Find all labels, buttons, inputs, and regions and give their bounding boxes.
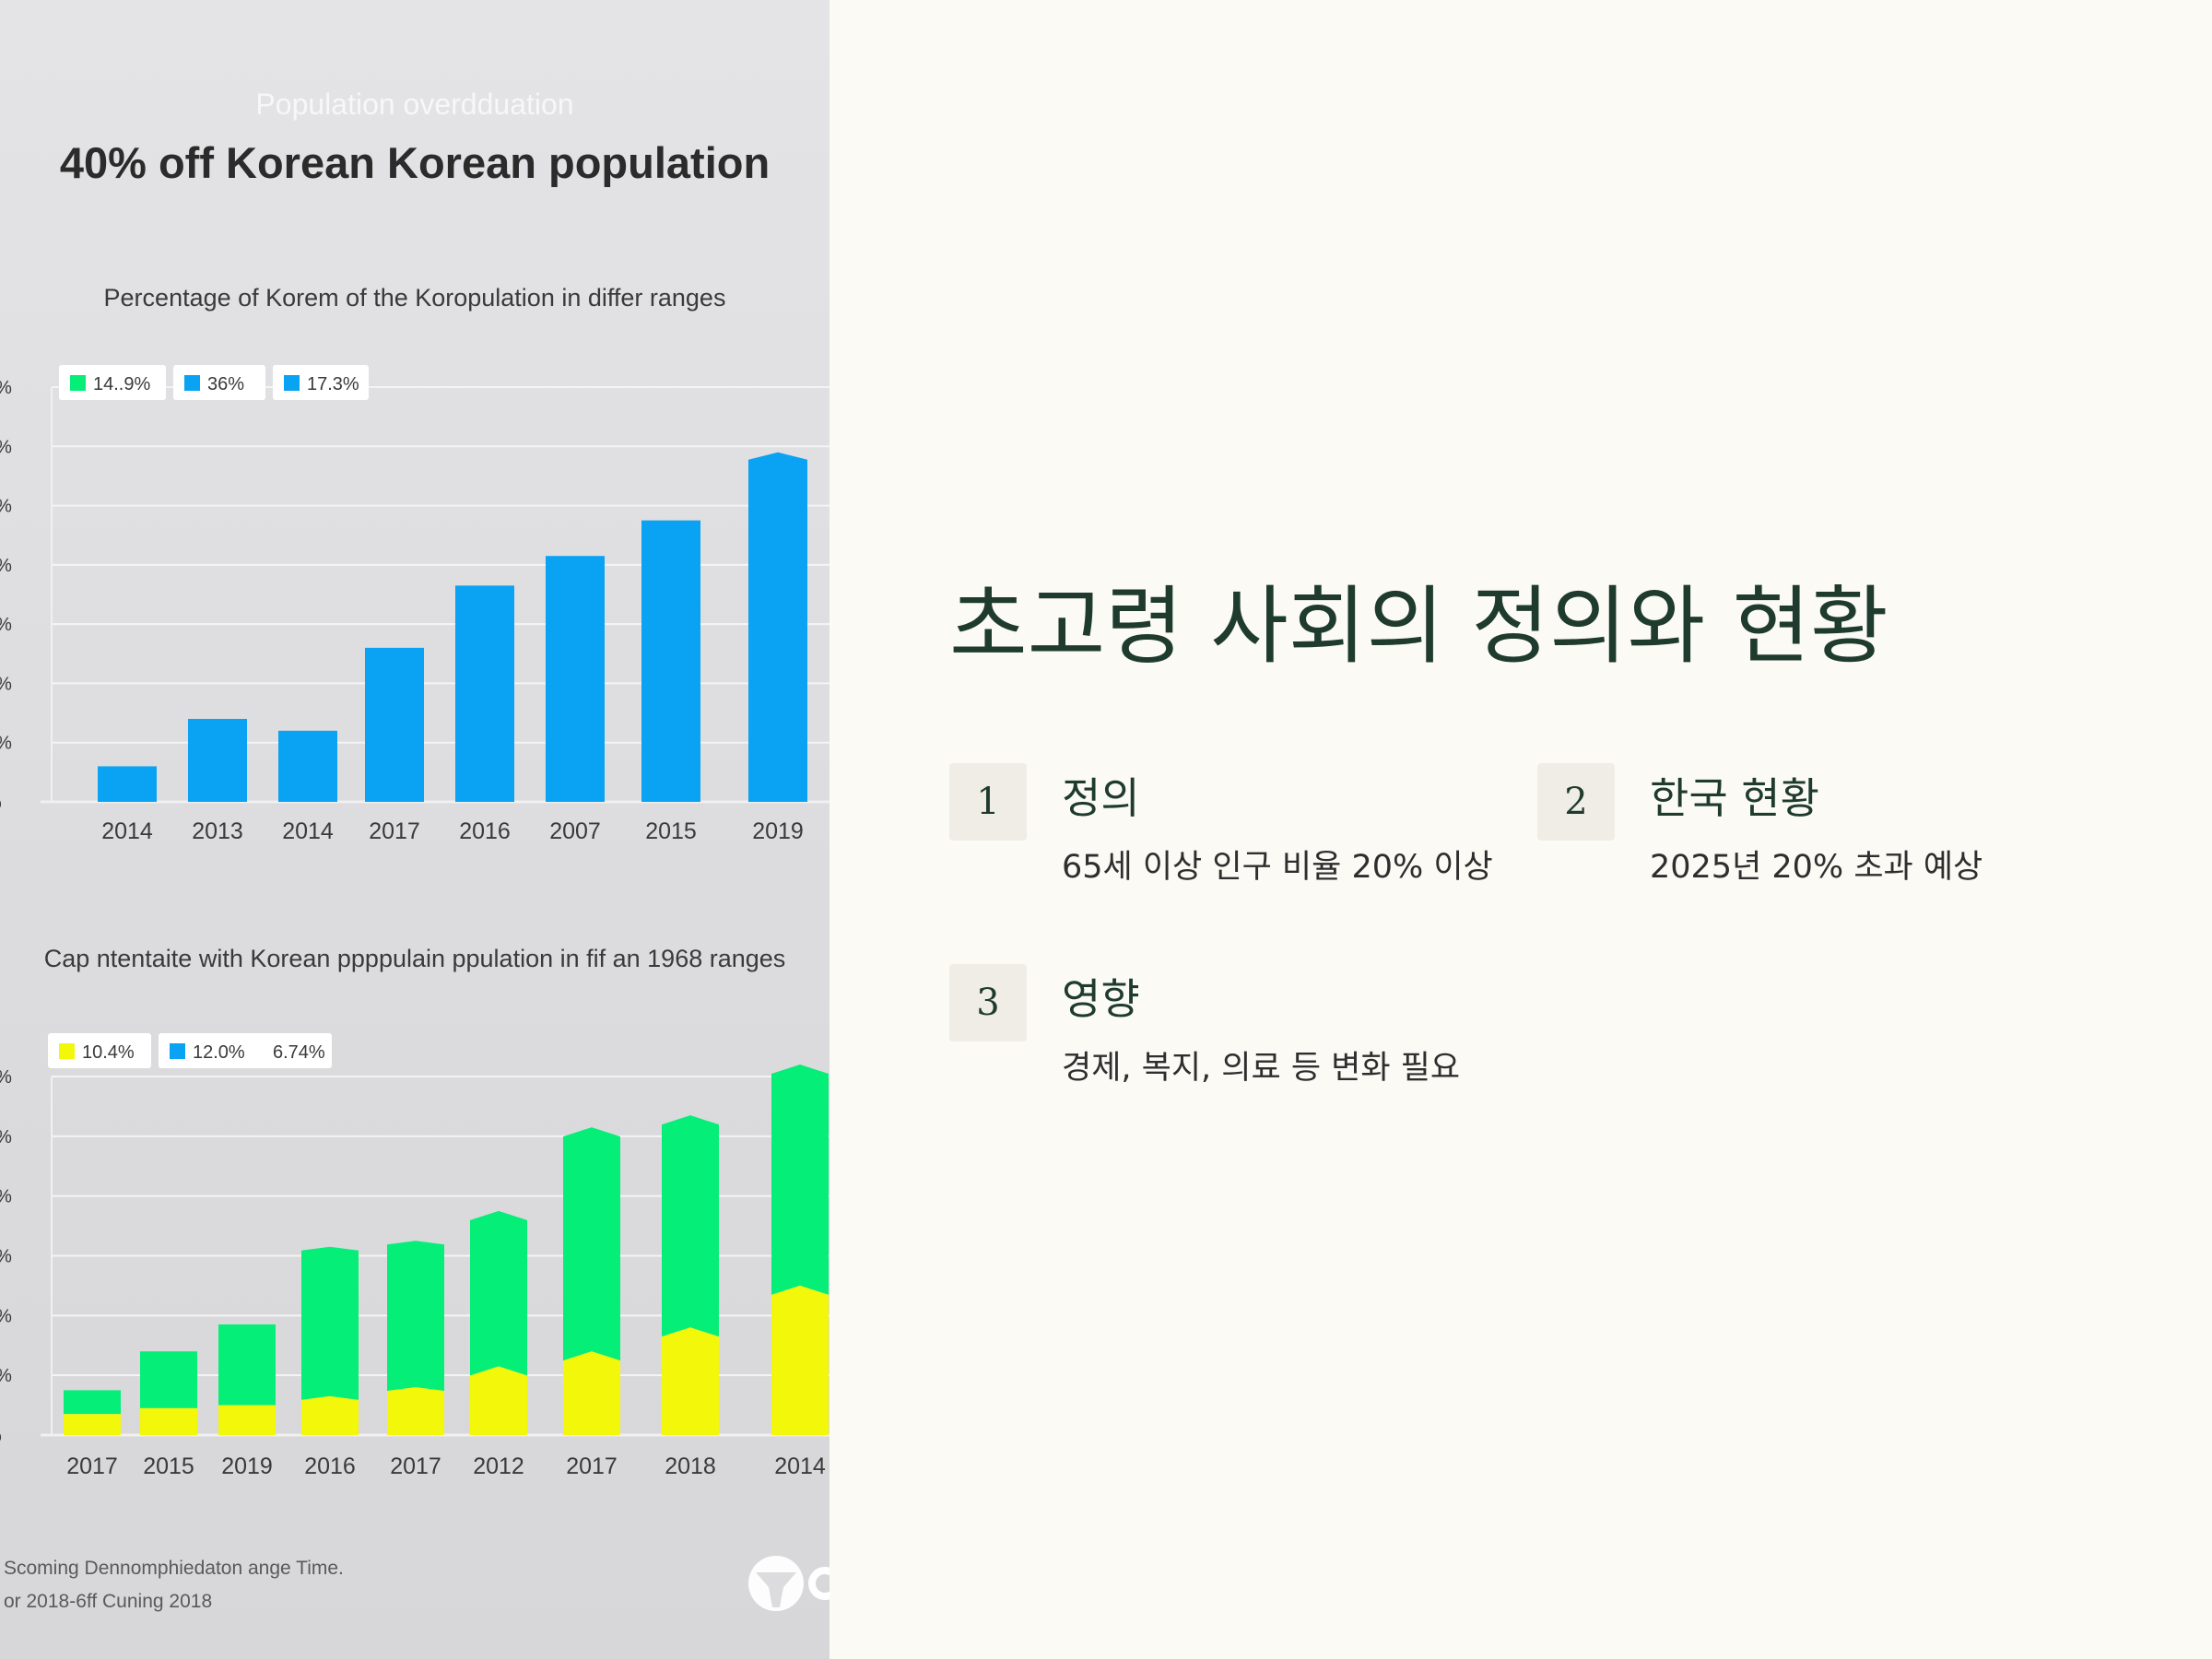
bar	[98, 766, 157, 802]
x-category-label: 2017	[369, 818, 420, 844]
x-category-label: 2019	[221, 1453, 273, 1479]
bar-segment-green	[470, 1210, 527, 1376]
bar-segment-yellow	[64, 1414, 121, 1435]
chart1-title: Percentage of Korem of the Koropulation …	[104, 284, 726, 312]
item-description: 65세 이상 인구 비율 20% 이상	[1062, 849, 1493, 886]
y-tick-label: 0%	[0, 378, 12, 398]
footer-line-2: or 2018-6ff Cuning 2018	[4, 1591, 212, 1612]
legend-item-box	[273, 365, 369, 400]
y-tick-label: 0%	[0, 674, 12, 694]
legend-swatch	[284, 375, 300, 391]
x-category-label: 2015	[143, 1453, 194, 1479]
y-tick-label: %	[0, 1426, 2, 1446]
legend-label: 10.4%	[82, 1042, 135, 1063]
x-category-label: 2013	[192, 818, 243, 844]
brand-logo-icon	[748, 1556, 830, 1611]
chart2-title: Cap ntentaite with Korean ppppulain ppul…	[44, 945, 786, 972]
y-tick-label: 8%	[0, 1127, 12, 1147]
item-description: 2025년 20% 초과 예상	[1650, 849, 1983, 886]
bar-segment-yellow	[563, 1351, 620, 1435]
x-category-label: 2007	[549, 818, 601, 844]
legend-swatch	[70, 375, 86, 391]
bar	[188, 719, 247, 802]
legend-item-box	[59, 365, 166, 400]
bar	[641, 520, 700, 802]
legend-swatch	[170, 1043, 185, 1059]
x-category-label: 2017	[66, 1453, 118, 1479]
bar-segment-green	[218, 1324, 276, 1406]
legend-swatch	[184, 375, 200, 391]
bar-segment-green	[140, 1351, 197, 1408]
bar-segment-green	[771, 1065, 829, 1295]
bar-segment-green	[64, 1390, 121, 1415]
y-tick-label: 0%	[0, 556, 12, 576]
y-tick-label: 0%	[0, 497, 12, 517]
y-tick-label: 0%	[0, 1187, 12, 1207]
legend-item-box	[159, 1033, 332, 1068]
x-category-label: 2016	[459, 818, 511, 844]
footer-line-1: Scoming Dennomphiedaton ange Time.	[4, 1558, 344, 1579]
bar-segment-green	[563, 1127, 620, 1361]
bar-segment-yellow	[470, 1366, 527, 1435]
chart2: 0% 8% 0% 5% 5% 5%% 2017 2015 2019 2016 2017 2012 201…	[0, 1033, 830, 1479]
bar-segment-yellow	[218, 1405, 276, 1435]
bar-segment-yellow	[140, 1407, 197, 1435]
y-tick-label: 5%	[0, 1366, 12, 1386]
item-heading: 한국 현황	[1650, 773, 1819, 823]
y-tick-label: 0%	[0, 734, 12, 754]
legend-label: 6.74%	[273, 1042, 325, 1063]
infographic-image: Population overdduation 40% off Korean K…	[0, 88, 830, 1612]
bar	[455, 585, 514, 802]
bar	[748, 452, 807, 802]
bar-segment-yellow	[662, 1327, 719, 1435]
legend-item-box	[173, 365, 265, 400]
y-tick-label: 5%	[0, 1247, 12, 1267]
y-tick-label: %	[0, 793, 2, 813]
infographic-subtitle: Population overdduation	[255, 88, 573, 121]
legend-label: 14..9%	[93, 374, 150, 394]
chart1: 0% 0% 0% 0% 0% 0% 0%% 2014 2013 2014 2017 2016 2007 2…	[0, 365, 830, 844]
x-category-label: 2014	[101, 818, 153, 844]
legend-label: 12.0%	[193, 1042, 245, 1063]
legend-item-box	[48, 1033, 151, 1068]
x-category-label: 2017	[390, 1453, 441, 1479]
bar-segment-green	[662, 1115, 719, 1337]
bar-segment-yellow	[771, 1285, 829, 1435]
legend-label: 36%	[207, 374, 244, 394]
slide-title: 초고령 사회의 정의와 현황	[949, 577, 1888, 676]
bar	[365, 647, 424, 802]
item-number-badge: 1	[949, 763, 1027, 841]
x-category-label: 2014	[774, 1453, 826, 1479]
item-heading: 영향	[1062, 974, 1140, 1024]
y-tick-label: 0%	[0, 615, 12, 635]
y-tick-label: 0%	[0, 1067, 12, 1088]
legend-swatch	[59, 1043, 75, 1059]
infographic-title: 40% off Korean Korean population	[60, 138, 770, 187]
legend-label: 17.3%	[307, 374, 359, 394]
infographic-panel: Population overdduation 40% off Korean K…	[0, 0, 830, 1659]
item-number-badge: 2	[1537, 763, 1615, 841]
y-tick-label: 5%	[0, 1306, 12, 1326]
x-category-label: 2018	[665, 1453, 716, 1479]
x-category-label: 2015	[645, 818, 697, 844]
item-description: 경제, 복지, 의료 등 변화 필요	[1062, 1050, 1461, 1087]
x-category-label: 2019	[752, 818, 804, 844]
item-number-badge: 3	[949, 964, 1027, 1041]
bar-segment-green	[301, 1246, 359, 1400]
bar-segment-green	[387, 1241, 444, 1392]
bar	[546, 556, 605, 802]
item-heading: 정의	[1062, 773, 1140, 823]
x-category-label: 2016	[304, 1453, 356, 1479]
bar	[278, 730, 337, 802]
y-tick-label: 0%	[0, 437, 12, 457]
bar-segment-yellow	[301, 1395, 359, 1435]
x-category-label: 2014	[282, 818, 334, 844]
x-category-label: 2012	[473, 1453, 524, 1479]
bar-segment-yellow	[387, 1387, 444, 1435]
x-category-label: 2017	[566, 1453, 618, 1479]
